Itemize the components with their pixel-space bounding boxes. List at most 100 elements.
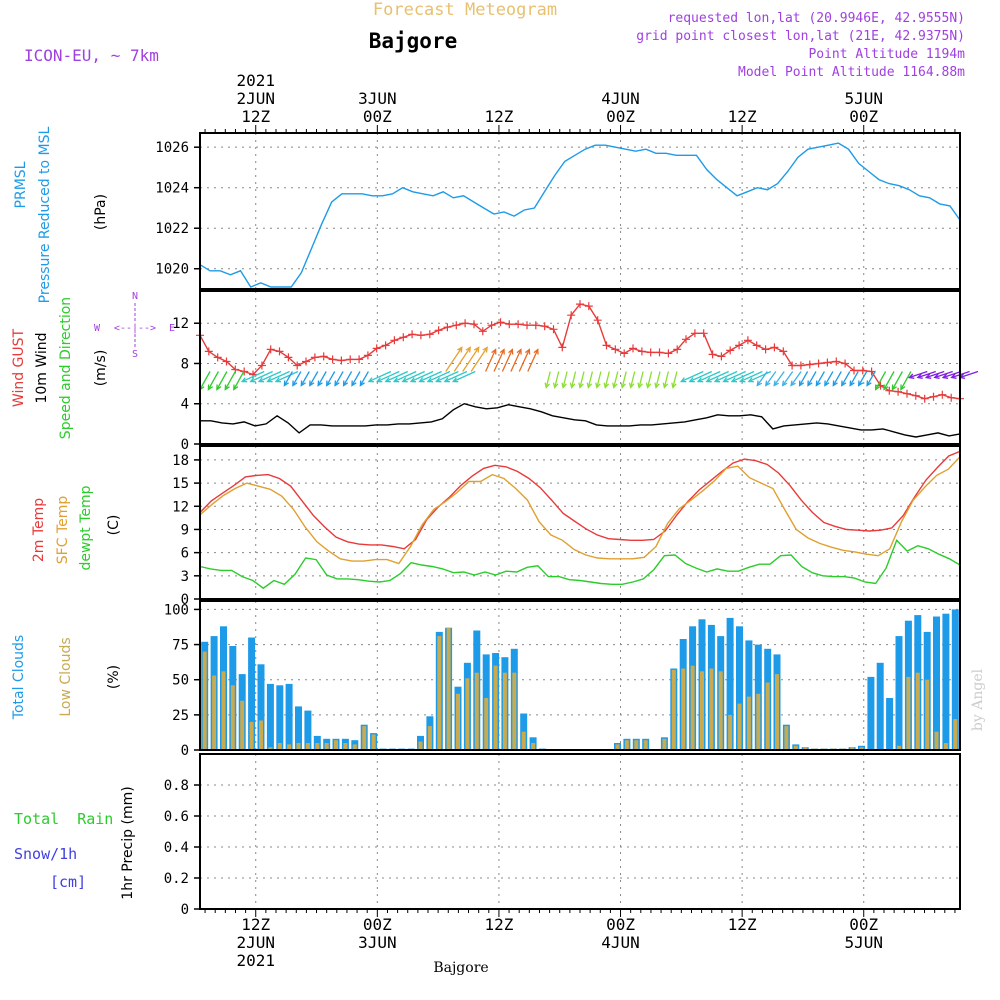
low-clouds-bar (859, 747, 864, 750)
wind-direction-arrowhead (375, 377, 383, 383)
wind-direction-arrow (740, 370, 763, 383)
wind-direction-arrowhead (266, 377, 273, 383)
pressure-panel-bg (200, 133, 960, 289)
low-clouds-bar (371, 734, 376, 750)
footer-location: Bajgore (433, 960, 488, 976)
low-clouds-bar (240, 700, 245, 750)
wind-gust-marker (682, 335, 690, 344)
wind-gust-marker (788, 361, 797, 370)
pressure-ytick-label: 1022 (155, 221, 189, 237)
wind-direction-arrowhead (443, 377, 450, 383)
wind-direction-arrowhead (578, 382, 584, 389)
precipitation-ytick-label: 0.8 (164, 778, 189, 794)
snow-unit-label: [cm] (50, 873, 86, 891)
clouds-panel-bg (200, 601, 960, 750)
wind-direction-arrowhead (654, 382, 660, 389)
low-clouds-bar (643, 740, 648, 750)
low-clouds-bar (718, 671, 723, 750)
wind-gust-marker (399, 333, 408, 342)
temperature-panel-border (199, 445, 961, 600)
wind-direction-arrow (199, 371, 211, 390)
wind-direction-arrowhead (790, 380, 796, 387)
wind-direction-arrowhead (756, 380, 763, 387)
snow-label: Snow/1h (14, 845, 77, 863)
low-clouds-bar (943, 743, 948, 750)
wind-direction-arrow (824, 371, 834, 386)
wind-direction-arrow (436, 370, 459, 383)
wind-direction-arrow (518, 349, 530, 372)
total-clouds-bar (736, 626, 743, 750)
wind-direction-arrowhead (409, 377, 417, 383)
wind-gust-marker (240, 367, 249, 376)
model-altitude: Model Point Altitude 1164.88m (738, 65, 965, 80)
low-clouds-bar (690, 665, 695, 750)
bottom-axis-label: 2021 (236, 951, 275, 970)
top-axis-label: 12Z (484, 107, 513, 126)
precipitation-ytick-label: 0.6 (164, 809, 189, 825)
wind-direction-arrow (267, 370, 290, 383)
wind-direction-arrowhead (595, 382, 601, 389)
wind-gust-marker (841, 359, 850, 368)
wind-gust-marker (505, 320, 514, 329)
bottom-axis-label: 12Z (241, 915, 270, 934)
wind-direction-arrow (807, 371, 817, 386)
wind-direction-arrowhead (645, 382, 652, 389)
low-clouds-bar (728, 714, 733, 750)
wind-direction-arrow (462, 347, 480, 372)
wind-direction-arrow (300, 371, 310, 386)
wind-direction-arrowhead (533, 348, 539, 355)
low-clouds-bar (474, 672, 479, 750)
total-clouds-bar (876, 662, 884, 750)
wind-direction-arrowhead (240, 377, 248, 383)
wind-direction-arrowhead (499, 348, 505, 355)
total-clouds-bar (285, 683, 293, 750)
clouds-ytick-label: 75 (172, 638, 189, 654)
wind-direction-arrowhead (351, 380, 357, 387)
precip-side-labels: Total Rain Snow/1h [cm] 1hr Precip (mm) (14, 786, 136, 899)
wind-direction-arrowhead (662, 382, 669, 389)
wind-direction-arrow (723, 370, 746, 383)
wind-gust-marker (213, 353, 222, 362)
wind-gust-marker (514, 320, 523, 329)
wind-direction-arrow (731, 370, 755, 383)
wind-gust-marker (576, 300, 584, 309)
wind-direction-arrowhead (249, 377, 256, 383)
wind-direction-arrow (891, 371, 903, 390)
wind-direction-arrow (292, 371, 302, 386)
wind-direction-arrowhead (671, 382, 677, 389)
wind-gust-marker (770, 343, 779, 352)
wind-direction-arrowhead (883, 384, 889, 391)
wind-gust-marker (885, 386, 894, 395)
low-clouds-bar (784, 726, 789, 750)
pressure-ytick-label: 1020 (155, 262, 189, 278)
wind-gust-marker (761, 345, 770, 354)
low-clouds-bar (296, 743, 301, 750)
wind-gust-marker (611, 345, 620, 354)
low-clouds-bar (897, 745, 901, 750)
wind-direction-arrowhead (849, 380, 855, 387)
wind-gust-marker (355, 355, 364, 364)
wind-direction-arrow (207, 371, 219, 390)
low-clouds-bar (925, 679, 930, 750)
precipitation-panel-bg (200, 754, 960, 909)
temperature-ytick-label: 3 (181, 569, 189, 585)
total-clouds-bar (248, 637, 256, 750)
wind-direction-arrow (714, 370, 738, 383)
wind-gust-marker (540, 322, 549, 331)
wind-direction-arrowhead (426, 377, 434, 383)
wind-direction-arrow (283, 371, 293, 386)
wind-gust-marker (646, 348, 655, 357)
wind-direction-arrow (883, 371, 895, 390)
wind-direction-arrow (900, 371, 912, 390)
low-clouds-bar (212, 675, 217, 750)
wind-direction-arrowhead (216, 384, 222, 391)
wind-direction-arrow (527, 349, 539, 372)
wind-direction-arrow (334, 371, 344, 386)
wind-gust-marker (726, 346, 735, 355)
bottom-axis-label: 00Z (849, 915, 878, 934)
wind-direction-arrowhead (384, 377, 391, 383)
wind-gust-marker (266, 345, 275, 354)
temperature-ytick-label: 6 (181, 546, 189, 562)
top-axis-label: 00Z (849, 107, 878, 126)
top-axis-label: 00Z (363, 107, 392, 126)
